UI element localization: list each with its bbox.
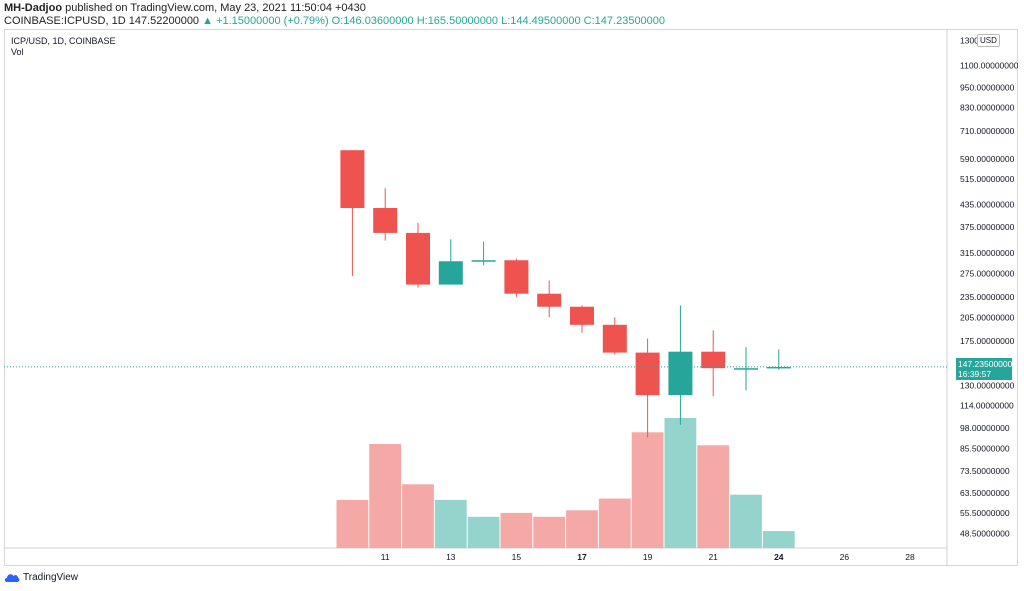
candle-body xyxy=(635,352,660,396)
symbol-line: COINBASE:ICPUSD, 1D xyxy=(4,15,126,27)
y-tick-label: 590.00000000 xyxy=(960,154,1015,164)
candle-body xyxy=(602,324,627,353)
last-price: 147.52200000 xyxy=(128,15,200,27)
volume-bar xyxy=(631,432,664,548)
volume-bar xyxy=(566,510,598,548)
candle-body xyxy=(701,351,726,369)
y-tick-label: 85.50000000 xyxy=(960,443,1010,453)
candle-body xyxy=(668,351,693,396)
candle-body xyxy=(504,260,529,294)
candle-body xyxy=(734,368,758,370)
volume-bar xyxy=(598,498,631,548)
author-name: MH-Dadjoo xyxy=(4,2,63,14)
currency-button[interactable]: USD xyxy=(977,34,1000,47)
y-tick-label: 710.00000000 xyxy=(960,126,1015,136)
y-tick-label: 515.00000000 xyxy=(960,174,1015,184)
y-tick-label: 950.00000000 xyxy=(960,82,1015,92)
candle-body xyxy=(340,150,365,209)
candle-body xyxy=(537,293,562,307)
candle-body xyxy=(438,261,463,285)
volume-bar xyxy=(336,499,369,548)
y-tick-label: 55.50000000 xyxy=(960,508,1010,518)
candle-body xyxy=(373,208,398,233)
y-tick-label: 435.00000000 xyxy=(960,200,1015,210)
volume-bar xyxy=(762,531,795,548)
y-tick-label: 175.00000000 xyxy=(960,336,1015,346)
symbol-info-line: COINBASE:ICPUSD, 1D 147.52200000 ▲ +1.15… xyxy=(4,15,665,27)
x-tick-label: 19 xyxy=(643,552,653,562)
current-price-label: 147.23500000 xyxy=(958,359,1013,369)
y-tick-label: 114.00000000 xyxy=(960,400,1014,410)
footer-brand: TradingView xyxy=(4,572,78,583)
candle-body xyxy=(570,306,594,325)
y-tick-label: 98.00000000 xyxy=(960,423,1010,433)
chart-legend-volume: Vol xyxy=(11,47,24,57)
x-tick-label: 17 xyxy=(577,552,587,562)
volume-bar xyxy=(730,494,762,548)
candle-body xyxy=(471,260,496,262)
y-tick-label: 315.00000000 xyxy=(960,248,1015,258)
x-tick-label: 11 xyxy=(381,552,390,562)
volume-bar xyxy=(697,445,730,548)
bar-countdown: 16:39:57 xyxy=(958,369,992,379)
x-tick-label: 15 xyxy=(512,552,522,562)
x-tick-label: 26 xyxy=(840,552,850,562)
current-price-tag: 147.23500000 16:39:57 xyxy=(956,358,1012,380)
y-tick-label: 375.00000000 xyxy=(960,222,1015,232)
price-change: ▲ +1.15000000 (+0.79%) xyxy=(202,15,329,27)
candle-body xyxy=(766,366,791,369)
y-tick-label: 830.00000000 xyxy=(960,103,1015,113)
volume-bar xyxy=(434,499,467,548)
candlestick-chart[interactable]: 1300 1100.00000000 950.00000000 830.0000000… xyxy=(4,29,1018,566)
y-tick-label: 275.00000000 xyxy=(960,268,1015,278)
chart-legend-symbol: ICP/USD, 1D, COINBASE xyxy=(11,36,116,46)
x-tick-label: 28 xyxy=(905,552,915,562)
x-tick-label: 13 xyxy=(446,552,456,562)
y-tick-label: 73.50000000 xyxy=(960,466,1010,476)
candle-body xyxy=(406,232,430,285)
y-tick-label: 63.50000000 xyxy=(960,488,1010,498)
ohlc-values: O:146.03600000 H:165.50000000 L:144.4950… xyxy=(331,15,666,27)
y-tick-label: 235.00000000 xyxy=(960,292,1015,302)
brand-name: TradingView xyxy=(23,572,79,583)
chart-frame xyxy=(4,29,1018,566)
volume-bar xyxy=(402,484,434,548)
volume-bar xyxy=(664,418,697,548)
published-text: published on TradingView.com, May 23, 20… xyxy=(65,2,366,14)
x-tick-label: 21 xyxy=(708,552,718,562)
y-tick-label: 1100.00000000 xyxy=(960,60,1018,70)
volume-bar xyxy=(369,444,402,548)
y-tick-label: 48.50000000 xyxy=(960,528,1010,538)
y-tick-label: 130.00000000 xyxy=(960,381,1015,391)
x-tick-label: 24 xyxy=(774,552,784,562)
volume-bar xyxy=(467,516,500,548)
volume-bar xyxy=(533,516,566,548)
y-tick-label: 1300 xyxy=(960,35,979,45)
publish-info: MH-Dadjoo published on TradingView.com, … xyxy=(4,2,366,14)
y-tick-label: 205.00000000 xyxy=(960,312,1015,322)
volume-bar xyxy=(500,512,533,548)
tradingview-cloud-icon xyxy=(4,574,20,582)
